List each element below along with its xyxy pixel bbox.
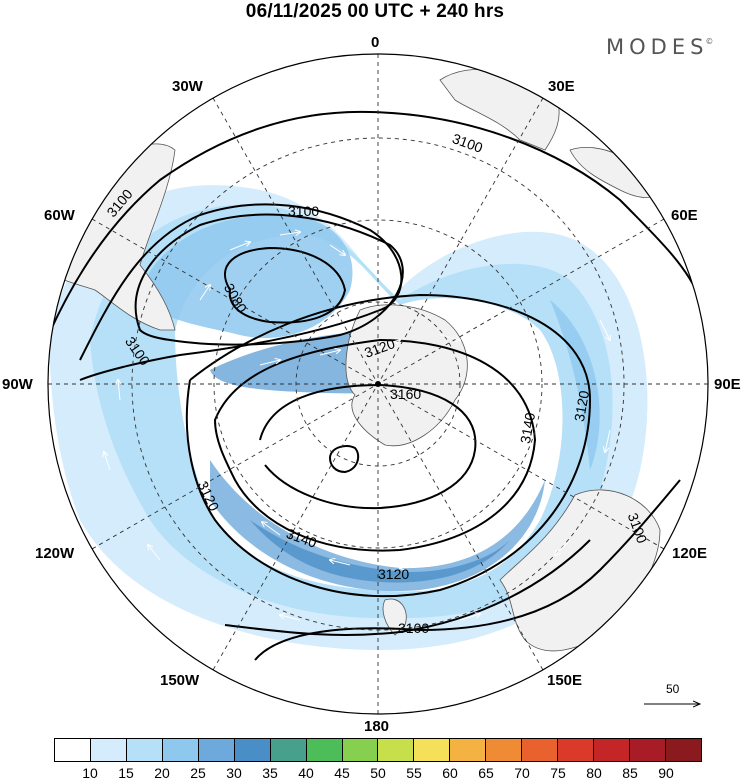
lon-label-0: 0	[371, 34, 380, 51]
lon-label-150e: 150E	[547, 672, 583, 689]
colorbar-cell	[594, 739, 630, 761]
colorbar-cell	[414, 739, 451, 761]
contour-label: 3100	[288, 203, 320, 219]
colorbar-tick-label: 85	[622, 765, 638, 781]
colorbar-cell	[90, 739, 127, 761]
lon-label-90e: 90E	[714, 376, 741, 393]
colorbar-tick-label: 45	[334, 765, 350, 781]
colorbar-cell	[126, 739, 163, 761]
brand-name: MODES	[606, 35, 709, 59]
reference-vector-arrow	[644, 696, 706, 710]
colorbar-cell	[630, 739, 666, 761]
colorbar-cell	[450, 739, 487, 761]
lon-label-150w: 150W	[160, 672, 200, 689]
colorbar-tick-label: 35	[262, 765, 278, 781]
contour-label: 3120	[378, 566, 410, 582]
colorbar-tick-label: 75	[550, 765, 566, 781]
colorbar-cell	[522, 739, 559, 761]
colorbar-tick-label: 80	[586, 765, 602, 781]
lon-label-90w: 90W	[2, 376, 33, 393]
lon-label-60w: 60W	[44, 207, 75, 224]
colorbar-cell	[486, 739, 523, 761]
lon-label-30e: 30E	[548, 78, 575, 95]
colorbar-cell	[270, 739, 307, 761]
colorbar-tick-label: 60	[442, 765, 458, 781]
contour-label: 3160	[390, 386, 422, 402]
colorbar-cell	[55, 739, 91, 761]
colorbar-cell	[198, 739, 235, 761]
colorbar-cell	[234, 739, 271, 761]
colorbar-cell	[665, 739, 701, 761]
colorbar-tick-label: 15	[118, 765, 134, 781]
colorbar-tick-label: 40	[298, 765, 314, 781]
reference-vector-label: 50	[666, 682, 680, 696]
colorbar-tick-label: 50	[370, 765, 386, 781]
lon-label-120e: 120E	[672, 545, 708, 562]
lon-label-120w: 120W	[35, 545, 75, 562]
colorbar-cell	[306, 739, 343, 761]
brand-mark: ©	[705, 37, 714, 46]
height-contours	[48, 110, 701, 661]
wind-shading	[49, 185, 648, 650]
contour-label: 3100	[398, 620, 430, 636]
colorbar-cell	[342, 739, 379, 761]
colorbar	[54, 738, 702, 762]
colorbar-cell	[162, 739, 199, 761]
colorbar-cell	[558, 739, 595, 761]
brand-logo: MODES©	[606, 35, 716, 59]
colorbar-tick-label: 65	[478, 765, 494, 781]
colorbar-tick-label: 20	[154, 765, 170, 781]
wind-vectors	[104, 232, 610, 621]
colorbar-tick-label: 70	[514, 765, 530, 781]
chart-title: 06/11/2025 00 UTC + 240 hrs	[245, 1, 505, 22]
colorbar-tick-label: 25	[190, 765, 206, 781]
colorbar-tick-label: 10	[82, 765, 98, 781]
colorbar-tick-label: 90	[658, 765, 674, 781]
lon-label-30w: 30W	[172, 78, 203, 95]
colorbar-tick-label: 30	[226, 765, 242, 781]
colorbar-cell	[378, 739, 415, 761]
lon-label-60e: 60E	[671, 207, 698, 224]
colorbar-tick-label: 55	[406, 765, 422, 781]
lon-label-180: 180	[364, 718, 390, 735]
